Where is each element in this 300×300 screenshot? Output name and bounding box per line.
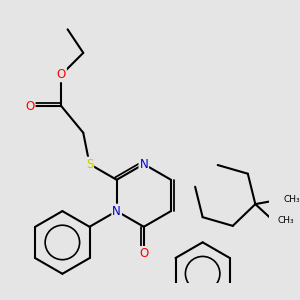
Text: N: N	[112, 205, 121, 218]
Text: N: N	[140, 158, 148, 171]
Text: CH₃: CH₃	[283, 195, 300, 204]
Text: O: O	[57, 68, 66, 81]
Text: O: O	[26, 100, 34, 112]
Text: O: O	[139, 247, 148, 260]
Text: CH₃: CH₃	[277, 216, 294, 225]
Text: S: S	[86, 158, 93, 171]
